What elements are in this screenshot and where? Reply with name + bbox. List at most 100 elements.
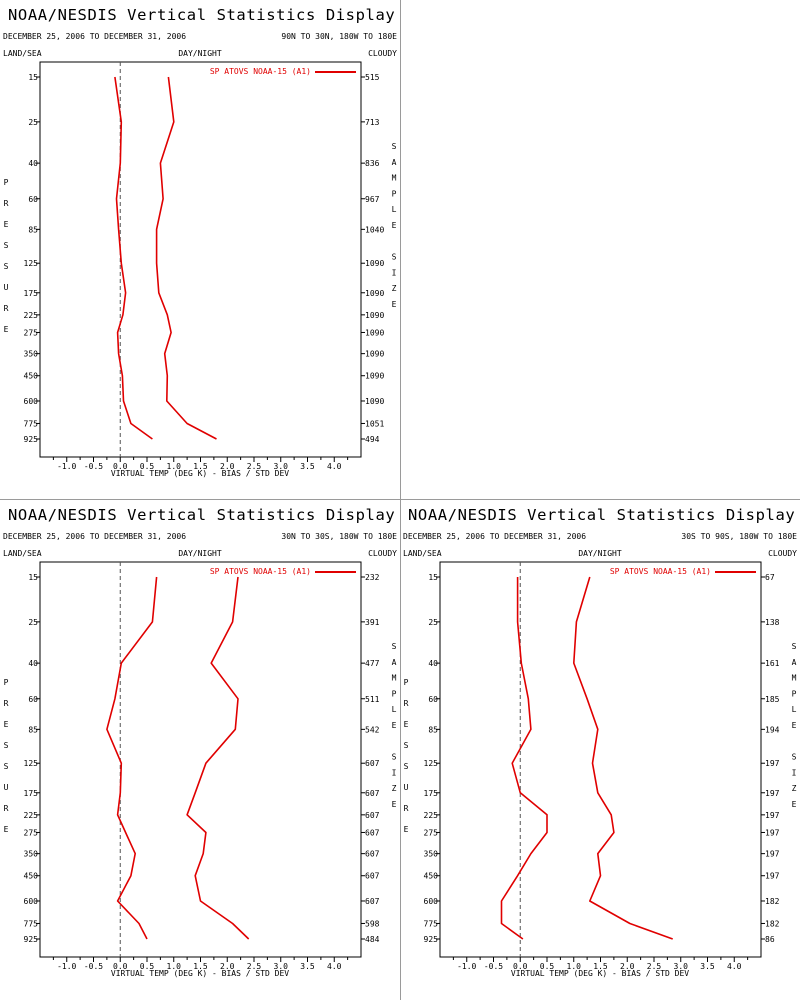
sample-size-label: 607 <box>365 828 380 837</box>
sample-size-label: 182 <box>765 897 780 906</box>
label-cloudy: CLOUDY <box>768 549 797 558</box>
pressure-label: 175 <box>424 789 439 798</box>
pressure-label: 85 <box>28 225 38 234</box>
label-day-night: DAY/NIGHT <box>178 549 222 558</box>
x-tick-label: -1.0 <box>57 462 76 471</box>
pressure-label: 450 <box>24 872 39 881</box>
date-range: DECEMBER 25, 2006 TO DECEMBER 31, 2006 <box>403 532 586 541</box>
x-tick-label: 2.0 <box>220 462 235 471</box>
sample-size-axis-letter: S <box>392 753 397 762</box>
pressure-label: 225 <box>24 311 39 320</box>
pressure-label: 350 <box>24 850 39 859</box>
sample-size-axis-letter: I <box>392 268 397 277</box>
pressure-label: 85 <box>428 725 438 734</box>
x-tick-label: 2.0 <box>620 962 635 971</box>
pressure-label: 175 <box>24 789 39 798</box>
sample-size-axis-letter: S <box>392 253 397 262</box>
pressure-axis-letter: E <box>4 825 9 834</box>
pressure-axis-letter: E <box>404 720 409 729</box>
sample-size-axis-letter: P <box>392 689 397 698</box>
date-range: DECEMBER 25, 2006 TO DECEMBER 31, 2006 <box>3 32 186 41</box>
pressure-label: 40 <box>28 159 38 168</box>
x-axis-label: VIRTUAL TEMP (DEG K) - BIAS / STD DEV <box>111 469 289 478</box>
pressure-label: 450 <box>424 872 439 881</box>
panel-divider-horizontal <box>0 499 800 500</box>
pressure-label: 60 <box>28 195 38 204</box>
series-line-bias <box>106 576 158 940</box>
sample-size-axis-letter: E <box>792 800 797 809</box>
sample-size-label: 484 <box>365 935 380 944</box>
x-tick-label: 1.5 <box>193 962 208 971</box>
x-tick-label: 0.0 <box>113 462 128 471</box>
sample-size-label: 1090 <box>365 397 384 406</box>
sample-size-axis-letter: E <box>392 300 397 309</box>
sample-size-label: 542 <box>365 725 380 734</box>
x-tick-label: 1.0 <box>567 962 582 971</box>
sample-size-label: 607 <box>365 850 380 859</box>
chart-panel-3: NOAA/NESDIS Vertical Statistics Display D… <box>403 506 797 978</box>
pressure-axis-letter: R <box>4 199 9 208</box>
pressure-label: 15 <box>28 573 38 582</box>
sample-size-label: 494 <box>365 435 380 444</box>
sample-size-label: 836 <box>365 159 380 168</box>
x-tick-label: -0.5 <box>84 962 103 971</box>
x-tick-label: 2.5 <box>247 962 262 971</box>
panel-title: NOAA/NESDIS Vertical Statistics Display <box>8 6 395 24</box>
sample-size-axis-letter: I <box>392 768 397 777</box>
sample-size-label: 1090 <box>365 311 384 320</box>
pressure-label: 15 <box>428 573 438 582</box>
sample-size-label: 1051 <box>365 419 384 428</box>
pressure-label: 275 <box>24 328 39 337</box>
label-land-sea: LAND/SEA <box>3 49 42 58</box>
pressure-label: 25 <box>28 618 38 627</box>
pressure-axis-letter: S <box>404 741 409 750</box>
pressure-axis-letter: S <box>4 241 9 250</box>
sample-size-label: 607 <box>365 872 380 881</box>
panel-divider-vertical <box>400 0 401 1000</box>
sample-size-label: 197 <box>765 872 780 881</box>
pressure-label: 40 <box>428 659 438 668</box>
label-day-night: DAY/NIGHT <box>578 549 622 558</box>
sample-size-label: 477 <box>365 659 380 668</box>
region-label: 30N TO 30S, 180W TO 180E <box>281 532 397 541</box>
pressure-label: 775 <box>24 919 39 928</box>
pressure-axis-letter: S <box>4 741 9 750</box>
pressure-axis-letter: P <box>4 678 9 687</box>
label-cloudy: CLOUDY <box>368 549 397 558</box>
x-tick-label: 3.5 <box>300 462 315 471</box>
sample-size-label: 515 <box>365 73 380 82</box>
sample-size-axis-letter: S <box>792 642 797 651</box>
sample-size-axis-letter: P <box>392 189 397 198</box>
legend-label: SP ATOVS NOAA-15 (A1) <box>610 567 711 576</box>
pressure-axis-letter: P <box>404 678 409 687</box>
x-tick-label: 1.0 <box>167 962 182 971</box>
sample-size-label: 197 <box>765 850 780 859</box>
sample-size-label: 1090 <box>365 372 384 381</box>
panel-title: NOAA/NESDIS Vertical Statistics Display <box>408 506 795 524</box>
sample-size-axis-letter: E <box>792 721 797 730</box>
x-tick-label: -1.0 <box>57 962 76 971</box>
pressure-axis-letter: S <box>4 262 9 271</box>
sample-size-axis-letter: L <box>392 705 397 714</box>
x-tick-label: -0.5 <box>84 462 103 471</box>
x-tick-label: 0.5 <box>140 462 155 471</box>
label-land-sea: LAND/SEA <box>403 549 442 558</box>
pressure-axis-letter: R <box>4 304 9 313</box>
sample-size-axis-letter: L <box>392 205 397 214</box>
x-tick-label: 2.5 <box>247 462 262 471</box>
series-line-bias <box>114 76 153 440</box>
pressure-label: 775 <box>424 919 439 928</box>
pressure-label: 125 <box>24 259 39 268</box>
sample-size-label: 1090 <box>365 328 384 337</box>
sample-size-label: 607 <box>365 789 380 798</box>
x-axis-label: VIRTUAL TEMP (DEG K) - BIAS / STD DEV <box>511 969 689 978</box>
sample-size-axis-letter: A <box>392 658 397 667</box>
sample-size-label: 232 <box>365 573 380 582</box>
pressure-label: 775 <box>24 419 39 428</box>
sample-size-label: 138 <box>765 618 780 627</box>
x-tick-label: 4.0 <box>327 462 342 471</box>
series-line-std-dev <box>186 576 250 940</box>
pressure-label: 225 <box>424 811 439 820</box>
sample-size-axis-letter: E <box>392 800 397 809</box>
